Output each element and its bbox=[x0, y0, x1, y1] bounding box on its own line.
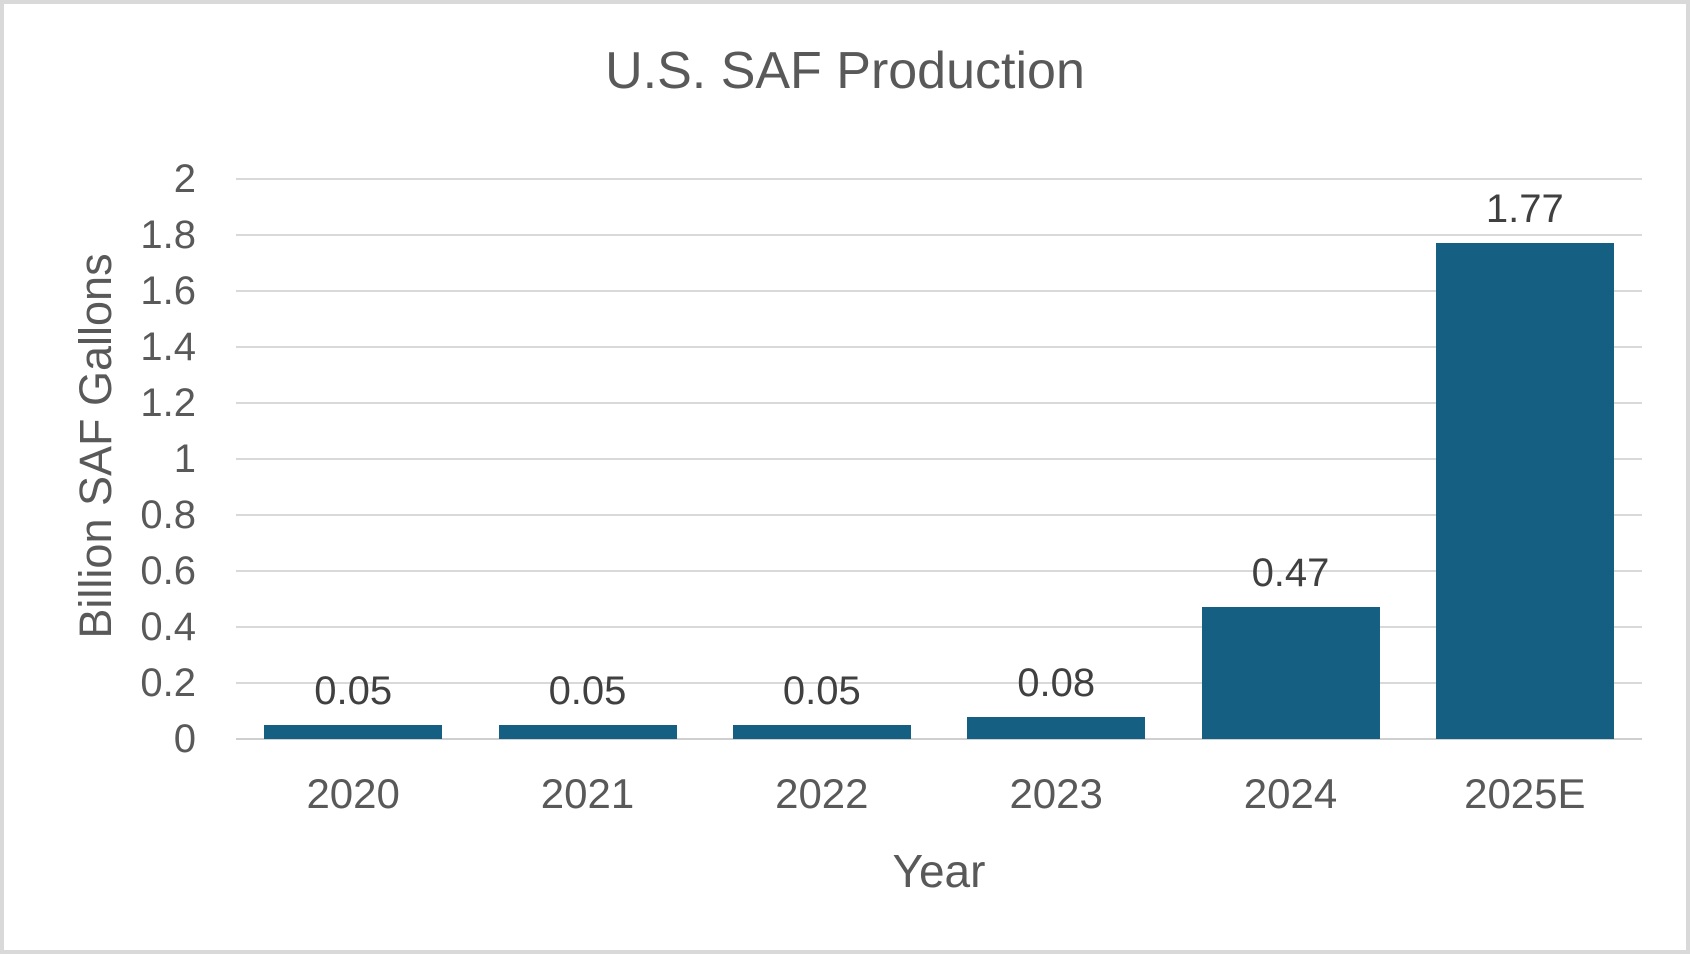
gridline bbox=[236, 178, 1642, 180]
y-tick-label: 0.4 bbox=[140, 605, 196, 649]
bar-data-label: 1.77 bbox=[1485, 187, 1564, 232]
y-tick-label: 1.6 bbox=[140, 269, 196, 313]
bar bbox=[264, 725, 443, 739]
gridline bbox=[236, 234, 1642, 236]
y-tick-label: 1.4 bbox=[140, 325, 196, 369]
y-tick-label: 1 bbox=[173, 437, 196, 481]
x-axis-line bbox=[236, 738, 1642, 740]
y-tick-label: 1.8 bbox=[140, 213, 196, 257]
x-tick-label: 2022 bbox=[775, 770, 869, 817]
bar-data-label: 0.05 bbox=[314, 669, 393, 713]
x-tick-label: 2020 bbox=[306, 770, 400, 817]
y-tick-label: 2 bbox=[173, 157, 196, 201]
x-tick-label: 2025E bbox=[1464, 770, 1586, 817]
x-tick-label: 2023 bbox=[1009, 770, 1103, 817]
x-tick-label: 2021 bbox=[540, 770, 635, 817]
y-tick-label: 0 bbox=[173, 717, 196, 761]
y-tick-label: 0.2 bbox=[140, 661, 196, 705]
gridline bbox=[236, 290, 1642, 292]
bar-data-label: 0.08 bbox=[1017, 660, 1096, 705]
gridline bbox=[236, 682, 1642, 684]
gridline bbox=[236, 346, 1642, 348]
gridline bbox=[236, 458, 1642, 460]
bar bbox=[1435, 243, 1614, 739]
bar bbox=[1201, 607, 1380, 739]
gridline bbox=[236, 514, 1642, 516]
bar-data-label: 0.47 bbox=[1251, 551, 1330, 596]
gridline bbox=[236, 570, 1642, 572]
y-tick-label: 0.6 bbox=[140, 549, 196, 593]
x-tick-label: 2024 bbox=[1243, 770, 1338, 817]
bar bbox=[732, 725, 911, 739]
y-tick-label: 1.2 bbox=[140, 381, 196, 425]
bar bbox=[498, 725, 677, 739]
bar-data-label: 0.05 bbox=[548, 669, 627, 713]
chart-title: U.S. SAF Production bbox=[605, 42, 1085, 100]
gridline bbox=[236, 626, 1642, 628]
bar-data-label: 0.05 bbox=[782, 669, 861, 713]
gridline bbox=[236, 402, 1642, 404]
bar bbox=[967, 716, 1146, 739]
y-tick-label: 0.8 bbox=[140, 493, 196, 537]
x-axis-title: Year bbox=[892, 845, 986, 897]
